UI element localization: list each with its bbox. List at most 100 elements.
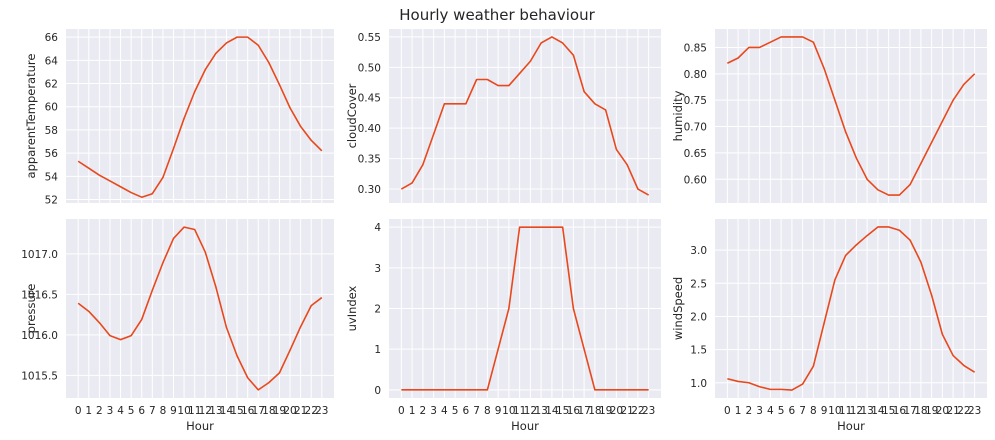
data-point — [529, 226, 531, 228]
data-point — [604, 109, 606, 111]
y-axis-label: cloudCover — [345, 83, 359, 148]
data-point — [737, 57, 739, 59]
x-tick-label: 16 — [241, 405, 255, 417]
y-tick-label: 0 — [374, 385, 381, 397]
y-tick-label: 0.70 — [684, 122, 707, 134]
y-axis-label: uvIndex — [345, 285, 359, 331]
y-tick-label: 0.30 — [358, 184, 381, 196]
y-tick-label: 64 — [45, 55, 59, 67]
x-tick-label: 22 — [957, 405, 970, 417]
data-point — [299, 326, 301, 328]
data-point — [257, 389, 259, 391]
x-tick-label: 1 — [735, 405, 742, 417]
y-tick-label: 1016.5 — [21, 289, 58, 301]
data-point — [594, 103, 596, 105]
x-axis-label: Hour — [186, 419, 214, 433]
data-point — [973, 73, 975, 75]
data-point — [215, 52, 217, 54]
data-point — [941, 120, 943, 122]
data-point — [172, 147, 174, 149]
data-point — [540, 226, 542, 228]
data-point — [930, 294, 932, 296]
y-tick-label: 0.40 — [358, 123, 381, 135]
data-point — [952, 99, 954, 101]
x-tick-label: 1 — [409, 405, 416, 417]
data-point — [411, 182, 413, 184]
data-point — [973, 371, 975, 373]
data-point — [225, 326, 227, 328]
x-tick-label: 22 — [631, 405, 644, 417]
series-line-wind-speed — [727, 226, 976, 391]
x-tick-label: 18 — [588, 405, 601, 417]
data-point — [748, 382, 750, 384]
x-tick-label: 4 — [767, 405, 774, 417]
x-axis-label: Hour — [511, 419, 539, 433]
y-tick-label: 1016.0 — [21, 330, 58, 342]
data-point — [465, 389, 467, 391]
x-tick-label: 6 — [789, 405, 796, 417]
data-point — [119, 338, 121, 340]
x-tick-label: 13 — [209, 405, 222, 417]
data-point — [930, 141, 932, 143]
y-tick-label: 0.65 — [684, 148, 707, 160]
data-point — [119, 186, 121, 188]
data-point — [551, 36, 553, 38]
y-tick-label: 62 — [45, 79, 58, 91]
series-line-pressure — [77, 226, 323, 391]
data-point — [246, 36, 248, 38]
x-tick-label: 10 — [177, 405, 190, 417]
data-point — [194, 228, 196, 230]
data-point — [88, 167, 90, 169]
x-tick-label: 5 — [778, 405, 785, 417]
data-point — [855, 157, 857, 159]
data-point — [572, 54, 574, 56]
data-point — [529, 60, 531, 62]
x-tick-label: 14 — [220, 405, 234, 417]
x-tick-label: 22 — [305, 405, 318, 417]
y-tick-label: 1 — [374, 344, 381, 356]
data-point — [737, 380, 739, 382]
x-tick-label: 8 — [810, 405, 817, 417]
series-line-apparent-temperature — [77, 36, 323, 198]
data-point — [508, 84, 510, 86]
data-point — [98, 174, 100, 176]
y-tick-label: 0.50 — [358, 62, 381, 74]
x-tick-label: 12 — [524, 405, 537, 417]
x-tick-label: 14 — [871, 405, 885, 417]
x-tick-label: 3 — [756, 405, 763, 417]
data-point — [310, 304, 312, 306]
x-tick-label: 19 — [599, 405, 612, 417]
data-point — [963, 83, 965, 85]
data-point — [411, 389, 413, 391]
y-tick-label: 0.55 — [358, 32, 381, 44]
data-point — [268, 381, 270, 383]
data-point — [432, 389, 434, 391]
x-tick-label: 3 — [107, 405, 114, 417]
data-point — [183, 117, 185, 119]
x-tick-label: 4 — [117, 405, 124, 417]
y-tick-label: 0.85 — [684, 42, 707, 54]
x-tick-label: 8 — [160, 405, 167, 417]
x-tick-label: 19 — [925, 405, 938, 417]
x-tick-label: 9 — [821, 405, 828, 417]
x-tick-label: 7 — [473, 405, 480, 417]
x-tick-label: 17 — [252, 405, 265, 417]
data-point — [726, 378, 728, 380]
plot-area — [715, 29, 987, 203]
data-point — [540, 42, 542, 44]
y-tick-label: 1.0 — [690, 378, 707, 390]
data-point — [561, 42, 563, 44]
y-axis-label: windSpeed — [671, 277, 685, 340]
x-tick-label: 18 — [262, 405, 275, 417]
plot-area — [715, 219, 987, 398]
y-tick-label: 1015.5 — [21, 370, 58, 382]
x-tick-label: 7 — [149, 405, 156, 417]
data-point — [561, 226, 563, 228]
series-line-humidity — [727, 36, 976, 196]
data-point — [791, 36, 793, 38]
x-tick-label: 20 — [610, 405, 623, 417]
x-tick-label: 5 — [452, 405, 459, 417]
data-point — [823, 322, 825, 324]
data-point — [594, 389, 596, 391]
